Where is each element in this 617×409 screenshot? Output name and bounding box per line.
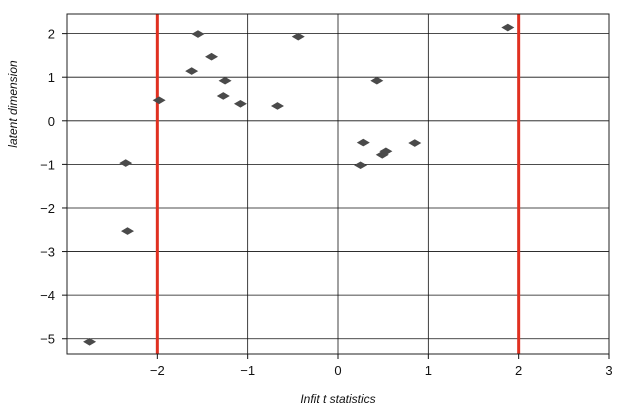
reference-lines <box>155 14 521 354</box>
data-point <box>356 138 370 147</box>
data-point <box>216 92 230 100</box>
data-point <box>379 147 393 156</box>
data-point <box>408 139 422 147</box>
y-tick-label: −4 <box>40 288 55 303</box>
grid-lines <box>67 14 610 354</box>
data-point <box>218 76 232 85</box>
y-tick-label: 1 <box>48 70 55 85</box>
data-point <box>121 227 135 235</box>
y-axis-title: latent dimension <box>6 60 20 148</box>
y-tick-label: −3 <box>40 245 55 260</box>
data-point <box>191 30 205 38</box>
x-tick-label: 3 <box>605 363 612 378</box>
data-point <box>185 67 199 75</box>
y-tick-label: −5 <box>40 332 55 347</box>
data-point <box>354 161 368 170</box>
x-axis-title: Infit t statistics <box>300 392 375 406</box>
data-point <box>270 102 284 110</box>
x-tick-label: −1 <box>240 363 255 378</box>
x-tick-label: 1 <box>425 363 432 378</box>
data-point <box>233 99 247 108</box>
data-point <box>152 96 166 105</box>
data-points <box>83 23 515 346</box>
y-tick-label: 2 <box>48 27 55 42</box>
data-point <box>370 76 384 85</box>
x-axis-ticks: −2 −1 0 1 2 3 <box>150 354 613 378</box>
y-axis-ticks: 2 1 0 −1 −2 −3 −4 −5 <box>40 27 67 347</box>
data-point <box>205 52 219 61</box>
y-tick-label: −2 <box>40 201 55 216</box>
x-tick-label: −2 <box>150 363 165 378</box>
x-tick-label: 2 <box>515 363 522 378</box>
data-point <box>119 159 133 167</box>
data-point <box>291 32 305 41</box>
x-tick-label: 0 <box>334 363 341 378</box>
y-tick-label: 0 <box>48 114 55 129</box>
data-point <box>501 23 515 32</box>
y-tick-label: −1 <box>40 157 55 172</box>
data-point <box>83 337 97 346</box>
data-point <box>375 150 389 159</box>
